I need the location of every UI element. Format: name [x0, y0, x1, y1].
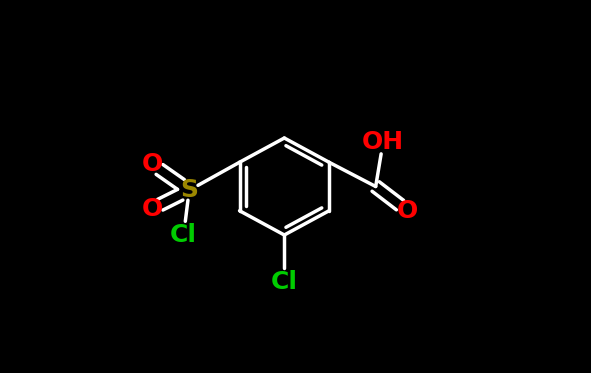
Text: Cl: Cl: [170, 223, 197, 247]
Text: OH: OH: [362, 130, 404, 154]
Text: Cl: Cl: [271, 270, 298, 294]
Text: O: O: [141, 197, 163, 221]
Text: O: O: [141, 152, 163, 176]
Text: O: O: [397, 199, 418, 223]
Text: S: S: [180, 178, 198, 202]
